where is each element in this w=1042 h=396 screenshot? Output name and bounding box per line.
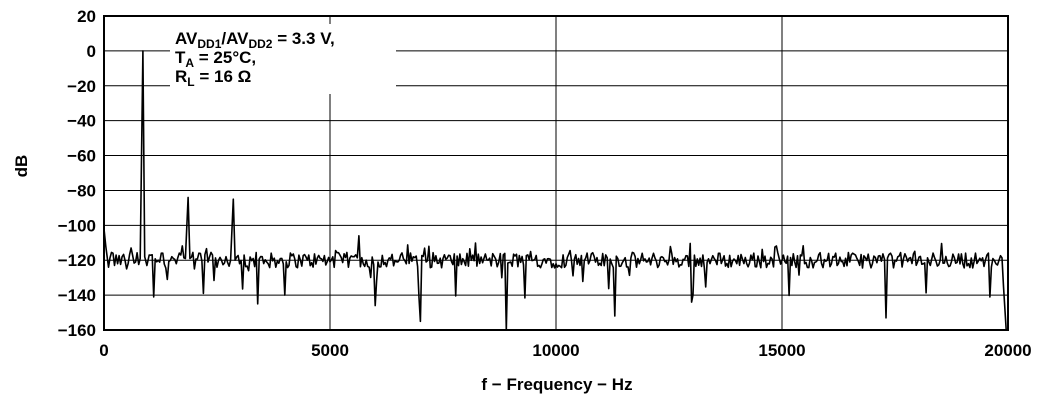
y-tick-label: −60: [67, 147, 96, 166]
y-tick-label: −80: [67, 181, 96, 200]
x-axis-label: f − Frequency − Hz: [481, 375, 632, 394]
y-tick-label: −100: [58, 216, 96, 235]
x-tick-label: 0: [99, 341, 108, 360]
annotation-line-3: RL = 16 Ω: [175, 67, 251, 89]
y-tick-label: −140: [58, 286, 96, 305]
x-tick-label: 20000: [984, 341, 1031, 360]
y-tick-label: 0: [87, 42, 96, 61]
annotation-line-2: TA = 25°C,: [175, 48, 256, 70]
y-tick-label: −160: [58, 321, 96, 340]
y-tick-label: −40: [67, 112, 96, 131]
spectrum-series-line: [103, 50, 1008, 331]
y-tick-label: 20: [77, 7, 96, 26]
series-layer: [103, 50, 1008, 331]
annotation-background: [170, 24, 396, 94]
x-tick-label: 5000: [311, 341, 349, 360]
x-tick-label: 15000: [758, 341, 805, 360]
y-tick-label: −120: [58, 251, 96, 270]
y-axis-label: dB: [12, 155, 31, 178]
x-tick-label: 10000: [532, 341, 579, 360]
plot-frame: [103, 15, 1009, 331]
annotation-line-1: AVDD1/AVDD2 = 3.3 V,: [175, 29, 335, 51]
annotation: AVDD1/AVDD2 = 3.3 V, TA = 25°C, RL = 16 …: [175, 29, 335, 89]
y-tick-label: −20: [67, 77, 96, 96]
